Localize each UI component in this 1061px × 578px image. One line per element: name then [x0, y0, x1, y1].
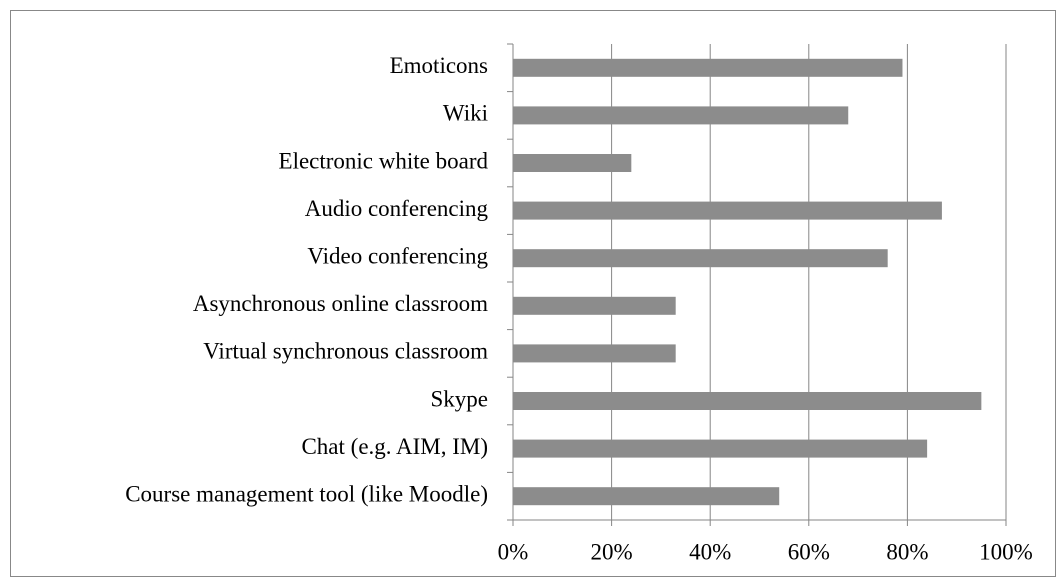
bar: [513, 154, 632, 172]
y-tick-label: Course management tool (like Moodle): [125, 481, 488, 506]
x-tick-label: 40%: [689, 539, 731, 564]
bar: [513, 392, 982, 410]
bar: [513, 201, 942, 220]
bar: [513, 249, 888, 268]
y-tick-label: Emoticons: [390, 53, 488, 78]
y-tick-label: Asynchronous online classroom: [193, 291, 488, 316]
bar: [513, 439, 928, 458]
bar: [513, 487, 780, 506]
x-tick-label: 80%: [886, 539, 928, 564]
bar: [513, 296, 676, 315]
y-tick-label: Skype: [431, 386, 489, 411]
y-tick-label: Chat (e.g. AIM, IM): [301, 434, 488, 459]
x-tick-label: 20%: [591, 539, 633, 564]
chart-border: [10, 10, 1056, 577]
y-tick-label: Video conferencing: [307, 243, 488, 268]
y-tick-label: Virtual synchronous classroom: [203, 339, 488, 364]
bar: [513, 106, 849, 125]
y-tick-label: Electronic white board: [279, 148, 489, 173]
bar: [513, 344, 676, 363]
y-tick-label: Wiki: [443, 101, 488, 126]
x-tick-label: 60%: [788, 539, 830, 564]
x-tick-label: 0%: [498, 539, 529, 564]
bar: [513, 58, 903, 77]
y-tick-label: Audio conferencing: [305, 196, 489, 221]
x-tick-label: 100%: [979, 539, 1033, 564]
